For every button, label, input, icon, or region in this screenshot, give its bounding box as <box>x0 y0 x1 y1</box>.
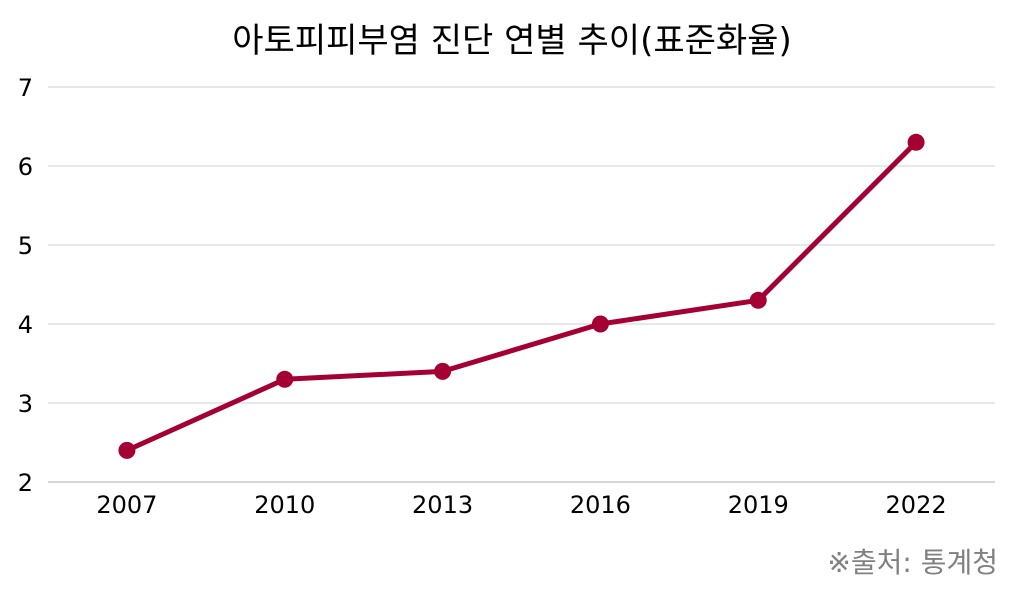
x-tick-label: 2016 <box>570 491 631 519</box>
y-tick-label: 4 <box>18 311 33 339</box>
series-layer <box>118 133 925 459</box>
source-note: ※출처: 통계청 <box>827 546 998 579</box>
series-line <box>124 139 919 453</box>
y-tick-label: 6 <box>18 153 33 181</box>
x-tick-label: 2010 <box>254 491 315 519</box>
y-tick-label: 2 <box>18 469 33 497</box>
x-axis-ticks: 2007 2010 2013 2016 2019 2022 <box>96 491 946 519</box>
gridlines <box>48 86 995 483</box>
data-point-2019 <box>749 291 767 309</box>
chart-title: 아토피피부염 진단 연별 추이(표준화율) <box>232 21 791 61</box>
y-axis-ticks: 2 3 4 5 6 7 <box>18 74 33 497</box>
data-point-2010 <box>276 370 294 388</box>
x-tick-label: 2013 <box>412 491 473 519</box>
data-point-2007 <box>118 441 136 459</box>
data-point-2013 <box>434 362 452 380</box>
data-point-2022 <box>907 133 925 151</box>
y-tick-label: 3 <box>18 390 33 418</box>
x-tick-label: 2007 <box>96 491 157 519</box>
y-tick-label: 7 <box>18 74 33 102</box>
y-tick-label: 5 <box>18 232 33 260</box>
x-tick-label: 2022 <box>886 491 947 519</box>
data-point-2016 <box>591 315 609 333</box>
x-tick-label: 2019 <box>728 491 789 519</box>
